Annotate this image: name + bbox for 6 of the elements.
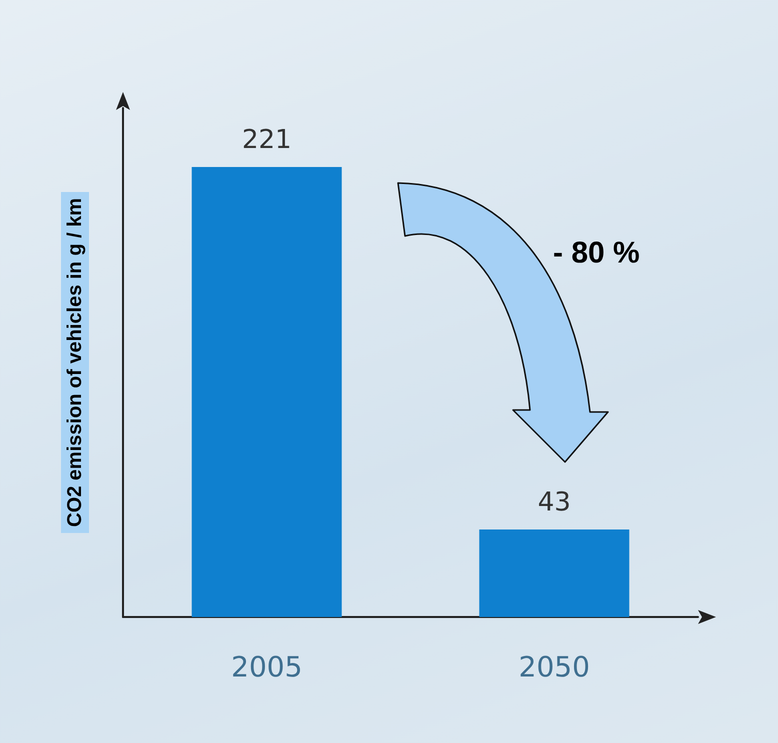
x-tick-label: 2050	[518, 650, 590, 684]
y-axis-title: CO2 emission of vehicles in g / km	[64, 198, 86, 527]
x-tick-label: 2005	[231, 650, 302, 684]
data-label: 221	[242, 125, 292, 156]
annotation: - 80 %	[553, 236, 640, 270]
data-label: 43	[538, 487, 571, 518]
